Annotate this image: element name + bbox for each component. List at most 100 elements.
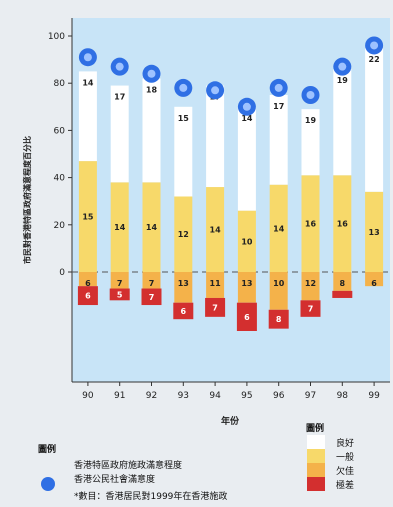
legend-marker-icon — [41, 477, 55, 491]
bar-good — [269, 95, 288, 185]
scale-item-verypoor: 極差 — [336, 479, 354, 491]
label-poor: 12 — [305, 279, 316, 288]
bar-good — [78, 71, 97, 162]
x-tick-label: 91 — [114, 391, 125, 401]
net-satisfaction-marker-core — [83, 53, 92, 62]
y-tick-label: 40 — [54, 174, 66, 184]
bar-good — [237, 106, 256, 211]
label-good: 17 — [273, 102, 284, 111]
bar-good — [110, 85, 129, 183]
legend-marker-text-1: 香港特區政府施政滿意程度 — [74, 459, 182, 471]
scale-item-good: 良好 — [336, 437, 354, 449]
label-good: 17 — [114, 93, 125, 102]
bar-poor — [333, 272, 352, 291]
x-axis: 90 91 92 93 94 95 96 97 98 99 — [72, 381, 390, 401]
bar-poor — [237, 272, 256, 303]
bar-poor — [174, 272, 193, 303]
bar-very-poor — [205, 297, 226, 317]
scale-swatch-fair — [307, 449, 325, 463]
scale-swatch-good — [307, 435, 325, 449]
net-satisfaction-marker-core — [306, 91, 315, 99]
bar-poor — [206, 272, 225, 298]
bar-very-poor — [300, 300, 321, 317]
bar-very-poor — [109, 288, 130, 301]
label-good: 18 — [146, 85, 158, 94]
bar-very-poor — [77, 286, 98, 306]
y-tick-label: 60 — [54, 126, 66, 136]
scale-item-fair: 一般 — [336, 451, 354, 463]
bar-good — [142, 78, 161, 183]
bar-fair — [174, 196, 193, 272]
bar-poor — [269, 272, 288, 310]
legend: 圖例 香港特區政府施政滿意程度 香港公民社會滿意度 *數目：香港居民對1999年… — [38, 422, 354, 502]
bar-good — [206, 85, 225, 188]
y-tick-label: 20 — [54, 221, 66, 231]
x-tick-label: 92 — [146, 391, 157, 401]
net-satisfaction-marker-core — [147, 69, 156, 78]
label-fair: 13 — [369, 228, 380, 237]
legend-marker-text-2: 香港公民社會滿意度 — [74, 473, 155, 485]
label-very-poor: 8 — [276, 315, 282, 324]
bar-very-poor — [268, 309, 289, 329]
x-axis-title: 年份 — [221, 415, 240, 427]
bar-poor — [142, 272, 161, 289]
net-satisfaction-marker-core — [242, 102, 251, 111]
scale-swatch-verypoor — [307, 477, 325, 491]
bar-very-poor — [141, 288, 162, 306]
label-very-poor: 5 — [117, 290, 123, 299]
label-poor: 7 — [149, 279, 155, 288]
label-very-poor: 7 — [212, 303, 218, 312]
label-good: 15 — [178, 114, 190, 123]
label-very-poor: 6 — [85, 292, 91, 301]
x-tick-label: 98 — [337, 391, 349, 401]
x-tick-label: 99 — [368, 391, 380, 401]
bar-poor — [365, 272, 384, 287]
bar-fair — [301, 175, 320, 272]
label-poor: 7 — [117, 279, 123, 288]
label-fair: 14 — [210, 226, 222, 235]
label-fair: 16 — [337, 220, 349, 229]
x-tick-label: 96 — [273, 391, 285, 401]
net-satisfaction-marker-core — [211, 86, 220, 95]
bar-fair — [333, 175, 352, 272]
bar-poor — [78, 272, 97, 287]
x-tick-label: 97 — [305, 391, 316, 401]
y-tick-label: 100 — [48, 32, 65, 42]
scale-item-poor: 欠佳 — [336, 465, 354, 477]
bar-fair — [206, 187, 225, 272]
label-good: 14 — [241, 114, 253, 123]
legend-title: 圖例 — [38, 443, 56, 455]
bar-very-poor — [332, 290, 353, 298]
label-very-poor: 7 — [308, 305, 314, 314]
bar-very-poor — [173, 302, 194, 320]
label-good: 14 — [82, 78, 94, 87]
label-good: 19 — [337, 76, 349, 85]
net-satisfaction-marker-core — [338, 62, 347, 71]
label-poor: 11 — [210, 279, 222, 288]
x-tick-label: 94 — [209, 391, 221, 401]
legend-footnote: *數目：香港居民對1999年在香港施政 — [74, 490, 227, 502]
scale-swatch-poor — [307, 463, 325, 477]
bar-good — [174, 106, 193, 197]
bar-good — [301, 109, 320, 176]
bar-poor — [301, 272, 320, 301]
bar-fair — [237, 210, 256, 272]
bars: 6 14 15 6 5 17 14 7 7 18 14 7 6 15 12 13 7 17 14 11 6 14 10 13 8… — [77, 36, 384, 331]
label-very-poor: 6 — [244, 313, 250, 322]
scale-title: 圖例 — [306, 422, 324, 434]
y-axis-title: 市民對香港特區政府滿意程度百分比 — [22, 136, 32, 264]
label-good: 19 — [305, 116, 317, 125]
net-satisfaction-marker-core — [179, 83, 188, 92]
bar-fair — [269, 184, 288, 272]
x-tick-label: 95 — [241, 391, 252, 401]
label-fair: 14 — [114, 223, 126, 232]
bar-fair — [78, 161, 97, 272]
bar-very-poor — [236, 302, 257, 331]
net-satisfaction-marker-core — [274, 83, 283, 92]
bar-good — [365, 47, 384, 192]
x-tick-label: 93 — [178, 391, 189, 401]
y-tick-label: 0 — [59, 268, 65, 278]
label-poor: 10 — [273, 279, 285, 288]
label-fair: 14 — [273, 224, 285, 233]
